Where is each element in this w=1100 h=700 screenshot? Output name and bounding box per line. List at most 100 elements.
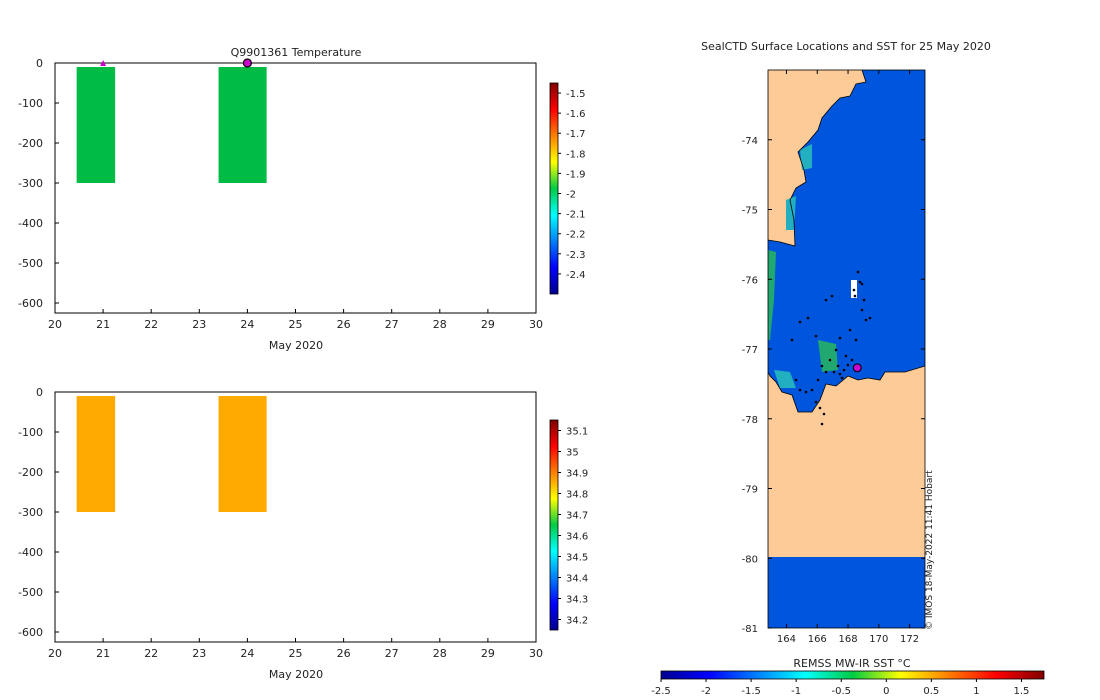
track-point: [858, 280, 862, 284]
salinity-bars: [76, 396, 267, 512]
salinity_profile-cbtick-label-0: 35.1: [566, 427, 588, 438]
track-point: [852, 288, 856, 292]
salinity_profile-cbtick-label-1: 35: [566, 448, 579, 459]
salinity_profile-xtick-label-0: 20: [48, 647, 62, 660]
map-xtick-label-4: 172: [900, 634, 919, 645]
temperature-y-ticks: 0 -100 -200 -300 -400 -500 -600: [18, 57, 59, 310]
track-point: [798, 320, 802, 324]
track-point: [806, 316, 810, 320]
track-point: [860, 282, 864, 286]
temperature_profile-ytick-label-3: -300: [18, 177, 43, 190]
temperature_profile-xtick-label-9: 29: [481, 318, 495, 331]
track-point: [862, 298, 866, 302]
salinity_profile-ytick-label-3: -300: [18, 506, 43, 519]
salinity-plot-frame: [54, 391, 537, 643]
salinity-x-label: May 2020: [269, 668, 323, 681]
salinity_profile-cbtick-label-7: 34.4: [566, 574, 588, 585]
temperature-x-ticks: 20 21 22 23 24 25 26 27 28 29 30: [48, 309, 543, 331]
track-point: [798, 388, 802, 392]
track-point: [846, 363, 850, 367]
temperature_profile-ytick-label-0: 0: [36, 57, 43, 70]
current-position-marker: [852, 363, 862, 373]
salinity_profile-xtick-label-5: 25: [289, 647, 303, 660]
salinity_profile-ytick-label-5: -500: [18, 586, 43, 599]
temperature_profile-xtick-label-1: 21: [96, 318, 110, 331]
temperature-marker-circle: [242, 58, 252, 68]
sst-map: SealCTD Surface Locations and SST for 25…: [651, 40, 1045, 697]
map-coast-shelf-4: [818, 340, 838, 372]
salinity_profile-cbtick-label-4: 34.7: [566, 511, 588, 522]
track-point: [810, 388, 814, 392]
temperature_profile-cbtick-label-9: -2.4: [566, 270, 586, 281]
map-xtick-label-0: 164: [777, 634, 796, 645]
temperature_profile-bar-0: [76, 67, 116, 183]
track-point: [818, 406, 822, 410]
salinity-colorbar-ticks: 35.1 35 34.9 34.8 34.7 34.6 34.5 34.4 34.3 34.2: [558, 427, 588, 627]
track-point: [794, 378, 798, 382]
map-ytick-label-0: -74: [742, 136, 758, 147]
track-point: [848, 328, 852, 332]
map-ytick-label-5: -79: [742, 485, 758, 496]
temperature-bars: [76, 67, 267, 183]
temperature_profile-cbtick-label-7: -2.2: [566, 230, 586, 241]
salinity_profile-cbtick-label-5: 34.6: [566, 532, 588, 543]
map-x-ticks: 164 166 168 170 172: [777, 70, 919, 645]
sst-colorbar: [660, 670, 1045, 680]
map-title: SealCTD Surface Locations and SST for 25…: [701, 40, 991, 53]
track-point: [828, 358, 832, 362]
track-point: [868, 316, 872, 320]
salinity_profile-ytick-label-6: -600: [18, 626, 43, 639]
salinity_profile-xtick-label-4: 24: [240, 647, 254, 660]
temperature_profile-xtick-label-8: 28: [433, 318, 447, 331]
salinity_profile-xtick-label-6: 26: [337, 647, 351, 660]
sst-cbtick-label-5: 0: [883, 686, 889, 697]
temperature_profile-ytick-label-2: -200: [18, 137, 43, 150]
salinity_profile-cbtick-label-8: 34.3: [566, 595, 588, 606]
salinity_profile-cbtick-label-6: 34.5: [566, 553, 588, 564]
map-xtick-label-1: 166: [808, 634, 827, 645]
track-point: [840, 376, 844, 380]
salinity_profile-xtick-label-9: 29: [481, 647, 495, 660]
sst-cbtick-label-4: -0.5: [831, 686, 851, 697]
map-area: [768, 70, 925, 628]
sst-cbtick-label-7: 1: [973, 686, 979, 697]
salinity_profile-cbtick-label-2: 34.9: [566, 469, 588, 480]
map-ytick-label-7: -81: [742, 624, 758, 635]
temperature_profile-xtick-label-2: 22: [144, 318, 158, 331]
map-y-ticks: -74 -75 -76 -77 -78 -79 -80 -81: [742, 136, 925, 635]
salinity_profile-ytick-label-0: 0: [36, 386, 43, 399]
track-point: [838, 372, 842, 376]
track-point: [853, 294, 857, 298]
salinity_profile-bar-0: [76, 396, 116, 512]
temperature-chart: Q9901361 Temperature 20 21 22 23 24 25 26 27 28 2…: [18, 46, 585, 352]
map-credit: © IMOS 18-May-2022 11:41 Hobart: [925, 470, 935, 630]
temperature-colorbar-ticks: -1.5 -1.6 -1.7 -1.8 -1.9 -2 -2.1 -2.2 -2.3 -2.4: [558, 89, 586, 281]
map-ytick-label-2: -76: [742, 275, 758, 286]
track-point: [830, 294, 834, 298]
map-xtick-label-2: 168: [838, 634, 857, 645]
map-coast-shelf: [768, 250, 776, 340]
salinity_profile-cbtick-label-3: 34.8: [566, 490, 588, 501]
map-coastline: [768, 70, 867, 247]
map-xtick-label-3: 170: [869, 634, 888, 645]
sst-cbtick-label-3: -1: [791, 686, 801, 697]
track-point: [814, 400, 818, 404]
salinity_profile-xtick-label-1: 21: [96, 647, 110, 660]
track-point: [834, 348, 838, 352]
sst-cbtick-label-2: -1.5: [741, 686, 761, 697]
temperature_profile-bar-1: [218, 67, 267, 183]
track-point: [790, 338, 794, 342]
temperature_profile-ytick-label-1: -100: [18, 97, 43, 110]
track-point: [836, 364, 840, 368]
map-coast-shelf-3: [800, 144, 812, 170]
track-point: [860, 308, 864, 312]
temperature_profile-cbtick-label-6: -2.1: [566, 210, 586, 221]
map-coast-shelf-2: [786, 196, 796, 230]
temperature-marker-triangle: [100, 60, 107, 66]
map-ytick-label-6: -80: [742, 554, 758, 565]
salinity-y-ticks: 0 -100 -200 -300 -400 -500 -600: [18, 386, 59, 639]
temperature_profile-cbtick-label-0: -1.5: [566, 89, 586, 100]
salinity-colorbar: [549, 419, 559, 631]
temperature_profile-xtick-label-0: 20: [48, 318, 62, 331]
